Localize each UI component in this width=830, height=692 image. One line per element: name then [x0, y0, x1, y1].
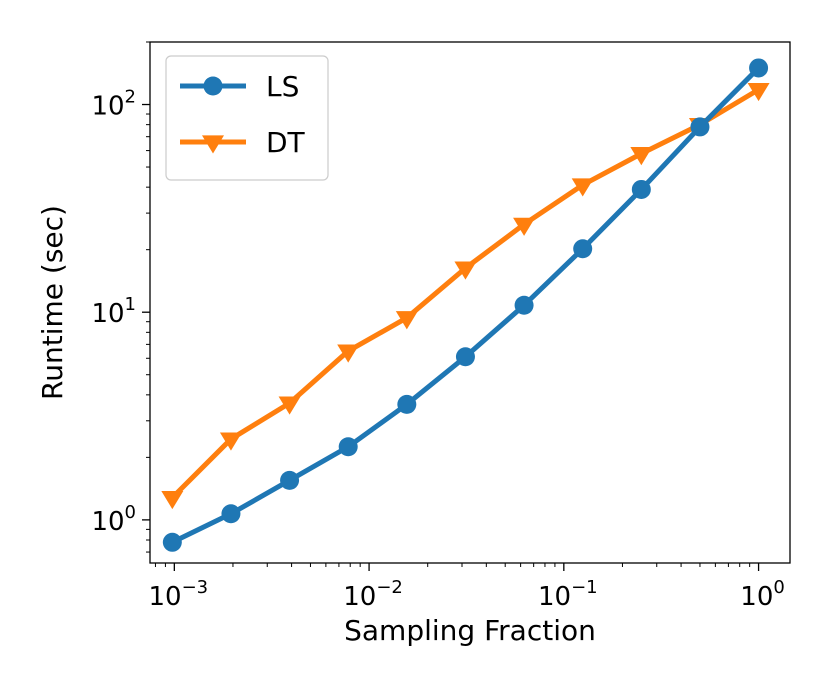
legend-box: [165, 55, 329, 181]
series-dt-point: [219, 432, 242, 451]
series-dt-point: [395, 311, 418, 330]
legend-swatch-marker: [203, 76, 223, 96]
series-dt-point: [630, 147, 653, 166]
legend-swatch-marker: [202, 135, 224, 154]
x-tick-label: 10−2: [343, 577, 403, 612]
series-dt-point: [337, 344, 360, 363]
series-ls-point: [455, 347, 475, 367]
series-dt-point: [454, 261, 477, 280]
series-dt-point: [161, 491, 184, 510]
series-dt: [161, 82, 770, 510]
legend-label: DT: [266, 126, 306, 159]
y-tick-label: 100: [91, 502, 136, 537]
series-ls-point: [749, 58, 769, 78]
legend-label: LS: [266, 70, 299, 103]
legend: LS DT: [165, 55, 329, 181]
series-ls-point: [162, 532, 182, 552]
y-axis-label: Runtime (sec): [36, 205, 69, 400]
legend-item-dt: DT: [180, 126, 306, 159]
x-axis-label: Sampling Fraction: [344, 614, 596, 647]
minor-ticks: [146, 41, 751, 567]
plot-area-frame: [149, 41, 791, 564]
series-layer: [161, 58, 770, 552]
x-tick-label: 10−1: [538, 577, 598, 612]
x-tick-label: 10−3: [149, 577, 209, 612]
series-ls-point: [397, 394, 417, 414]
y-tick-label: 102: [91, 87, 136, 122]
series-ls: [162, 58, 769, 552]
series-dt-point: [747, 82, 770, 102]
series-ls-point: [514, 295, 534, 315]
legend-item-ls: LS: [180, 70, 299, 103]
series-ls-point: [690, 117, 710, 137]
series-dt-point: [571, 178, 594, 197]
series-dt-point: [513, 217, 536, 236]
series-dt-point: [278, 396, 301, 415]
series-ls-point: [631, 179, 651, 199]
series-ls-point: [221, 504, 241, 524]
y-tick-label: 101: [91, 294, 136, 329]
series-ls-point: [280, 470, 300, 490]
y-axis-ticks: 100 101 102: [91, 87, 150, 537]
series-ls-point: [573, 239, 593, 259]
series-ls-point: [338, 437, 358, 457]
x-axis-ticks: 10−3 10−2 10−1 100: [149, 563, 785, 612]
x-tick-label: 100: [740, 577, 785, 612]
